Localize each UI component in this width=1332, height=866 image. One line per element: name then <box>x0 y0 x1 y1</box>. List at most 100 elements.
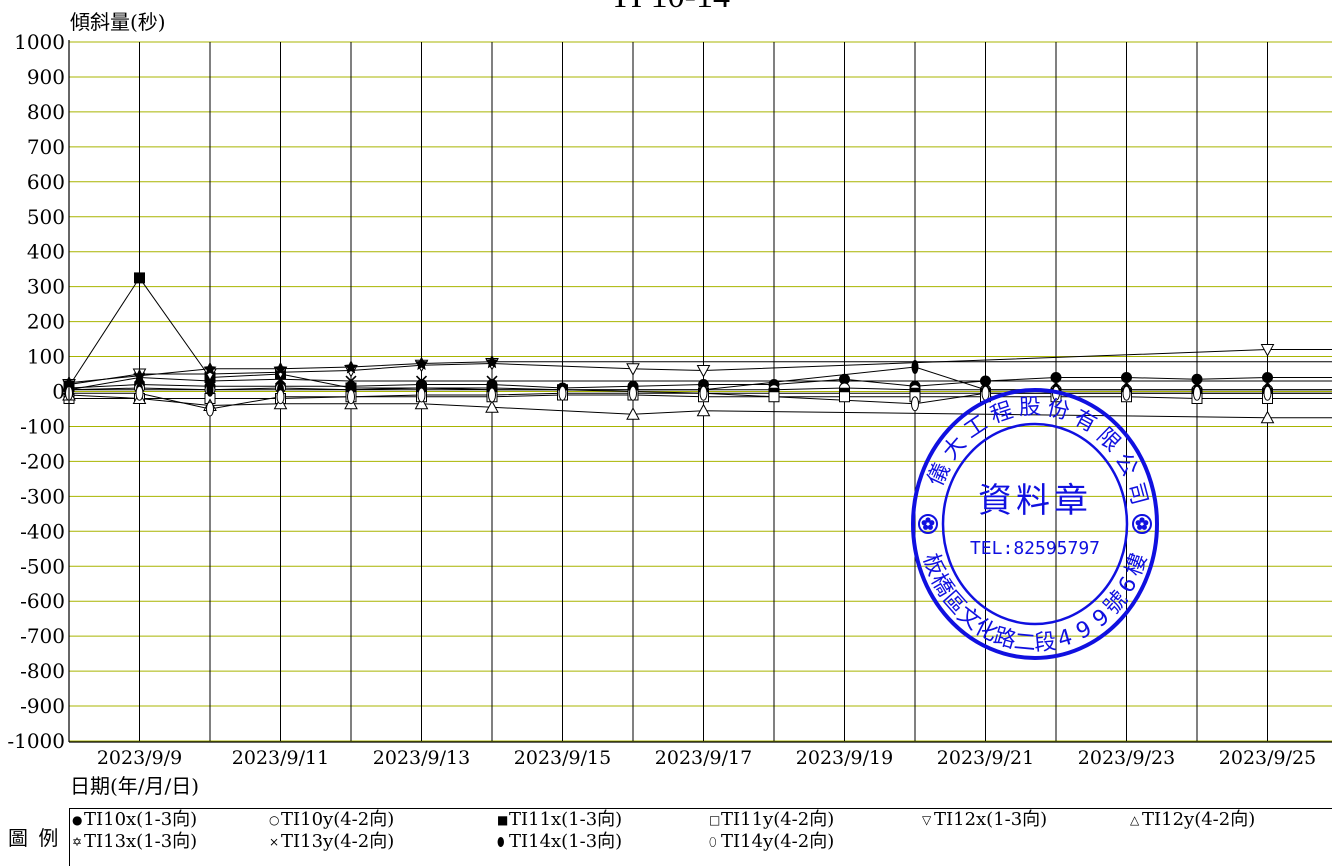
y-tick-label: 200 <box>27 310 65 334</box>
legend-item: ✡ TI13x(1-3向) <box>72 831 197 853</box>
stamp-address-char: 段 <box>1033 629 1057 656</box>
x-tick-label: 2023/9/15 <box>514 747 611 769</box>
data-point <box>1263 385 1272 401</box>
stamp-company-char: 份 <box>1045 396 1072 425</box>
stamp-address-char: 4 <box>1055 625 1075 653</box>
y-tick-label: -300 <box>20 484 65 508</box>
data-point <box>626 407 640 420</box>
stamp-company-char: 司 <box>1122 480 1152 508</box>
stamp-flower-icon <box>1132 514 1152 534</box>
legend-marker: ▽ <box>922 813 932 827</box>
data-point <box>414 396 429 410</box>
data-point <box>911 360 919 375</box>
series-line <box>68 277 1332 394</box>
company-stamp: 資料章TEL:82595797儀大工程股份有限公司板橋區文化路二段499號6樓 <box>911 388 1159 660</box>
data-point <box>1262 372 1273 384</box>
data-point <box>347 389 355 405</box>
data-point <box>134 272 145 284</box>
legend-label: TI11y(4-2向) <box>721 809 835 830</box>
data-point <box>206 401 214 417</box>
data-point <box>417 387 426 403</box>
data-point <box>558 385 567 401</box>
legend-label: TI14y(4-2向) <box>721 831 835 852</box>
stamp-address-char: 二 <box>1013 629 1037 656</box>
legend-marker: ✡ <box>72 835 83 849</box>
y-axis-label: 傾斜量(秒) <box>70 10 166 34</box>
legend-item: ■TI11x(1-3向) <box>497 809 622 831</box>
stamp-tel: TEL:82595797 <box>970 538 1100 559</box>
data-point <box>344 360 358 374</box>
data-point <box>839 391 850 403</box>
data-point <box>980 375 991 387</box>
data-point <box>629 385 637 401</box>
y-tick-label: -400 <box>20 519 65 543</box>
legend-item: △ TI12y(4-2向) <box>1130 809 1255 831</box>
series-points <box>62 272 1275 424</box>
legend-label: TI14x(1-3向) <box>509 831 623 852</box>
data-point <box>1260 344 1275 357</box>
data-point <box>696 403 711 417</box>
legend-item: ▽ TI12x(1-3向) <box>922 809 1047 831</box>
legend-marker: △ <box>1130 813 1140 827</box>
legend-label: TI12x(1-3向) <box>934 809 1048 830</box>
legend-item: × TI13y(4-2向) <box>269 831 394 853</box>
stamp-company-char: 股 <box>1018 395 1041 421</box>
data-point <box>485 400 499 413</box>
legend-label: TI13x(1-3向) <box>84 831 198 852</box>
legend-label: TI10y(4-2向) <box>281 809 395 830</box>
legend-label: TI13y(4-2向) <box>281 831 395 852</box>
x-tick-labels: 2023/9/9 2023/9/11 2023/9/13 2023/9/15 2023/… <box>97 747 1316 769</box>
data-point <box>345 375 357 387</box>
x-tick-label: 2023/9/13 <box>373 747 470 769</box>
y-tick-label: 800 <box>27 100 65 124</box>
y-tick-label: -1000 <box>7 729 65 753</box>
legend-marker: ⬯ <box>709 835 717 849</box>
y-tick-label: -700 <box>20 624 65 648</box>
data-point <box>1193 385 1201 401</box>
data-point <box>415 375 428 387</box>
y-tick-label: -200 <box>20 449 65 473</box>
data-point <box>699 385 708 401</box>
legend-marker: ⬮ <box>497 835 505 849</box>
legend-marker: ■ <box>497 813 509 827</box>
legend-item: ●TI10x(1-3向) <box>72 809 197 831</box>
y-tick-label: -100 <box>20 414 65 438</box>
y-tick-label: 300 <box>27 275 65 299</box>
y-tick-label: -500 <box>20 554 65 578</box>
stamp-inner-ring <box>941 422 1129 626</box>
data-point <box>203 361 217 376</box>
data-point <box>1191 373 1203 385</box>
series-line <box>68 361 1332 384</box>
y-tick-label: -900 <box>20 694 65 718</box>
data-point <box>204 375 216 387</box>
stamp-company-char: 程 <box>987 398 1016 429</box>
data-point <box>206 382 214 397</box>
data-point <box>1122 385 1131 401</box>
x-tick-label: 2023/9/23 <box>1078 747 1175 769</box>
legend-item: □TI11y(4-2向) <box>709 809 834 831</box>
data-point <box>274 373 287 385</box>
y-tick-label: -600 <box>20 589 65 613</box>
x-tick-label: 2023/9/19 <box>796 747 893 769</box>
x-tick-label: 2023/9/11 <box>232 747 329 769</box>
legend-label: TI12y(4-2向) <box>1142 809 1256 830</box>
data-point <box>276 389 285 405</box>
legend: ●TI10x(1-3向) ○TI10y(4-2向) ■TI11x(1-3向) □TI1… <box>69 808 1332 866</box>
y-tick-label: 100 <box>27 345 65 369</box>
legend-label: TI10x(1-3向) <box>84 809 198 830</box>
legend-marker: ○ <box>269 813 280 827</box>
y-tick-labels: 10009008007006005004003002001000-100-200… <box>7 30 65 753</box>
y-tick-label: 600 <box>27 170 65 194</box>
data-point <box>415 356 428 371</box>
data-point <box>133 368 146 383</box>
data-point <box>768 391 780 403</box>
y-tick-label: 900 <box>27 65 65 89</box>
data-point <box>696 365 711 378</box>
stamp-center-title: 資料章 <box>978 481 1092 521</box>
data-point <box>626 363 640 376</box>
y-tick-label: 0 <box>52 380 65 404</box>
chart-title: TI 10-14 <box>560 0 780 16</box>
data-point <box>486 375 498 387</box>
legend-label: TI11x(1-3向) <box>509 809 623 830</box>
